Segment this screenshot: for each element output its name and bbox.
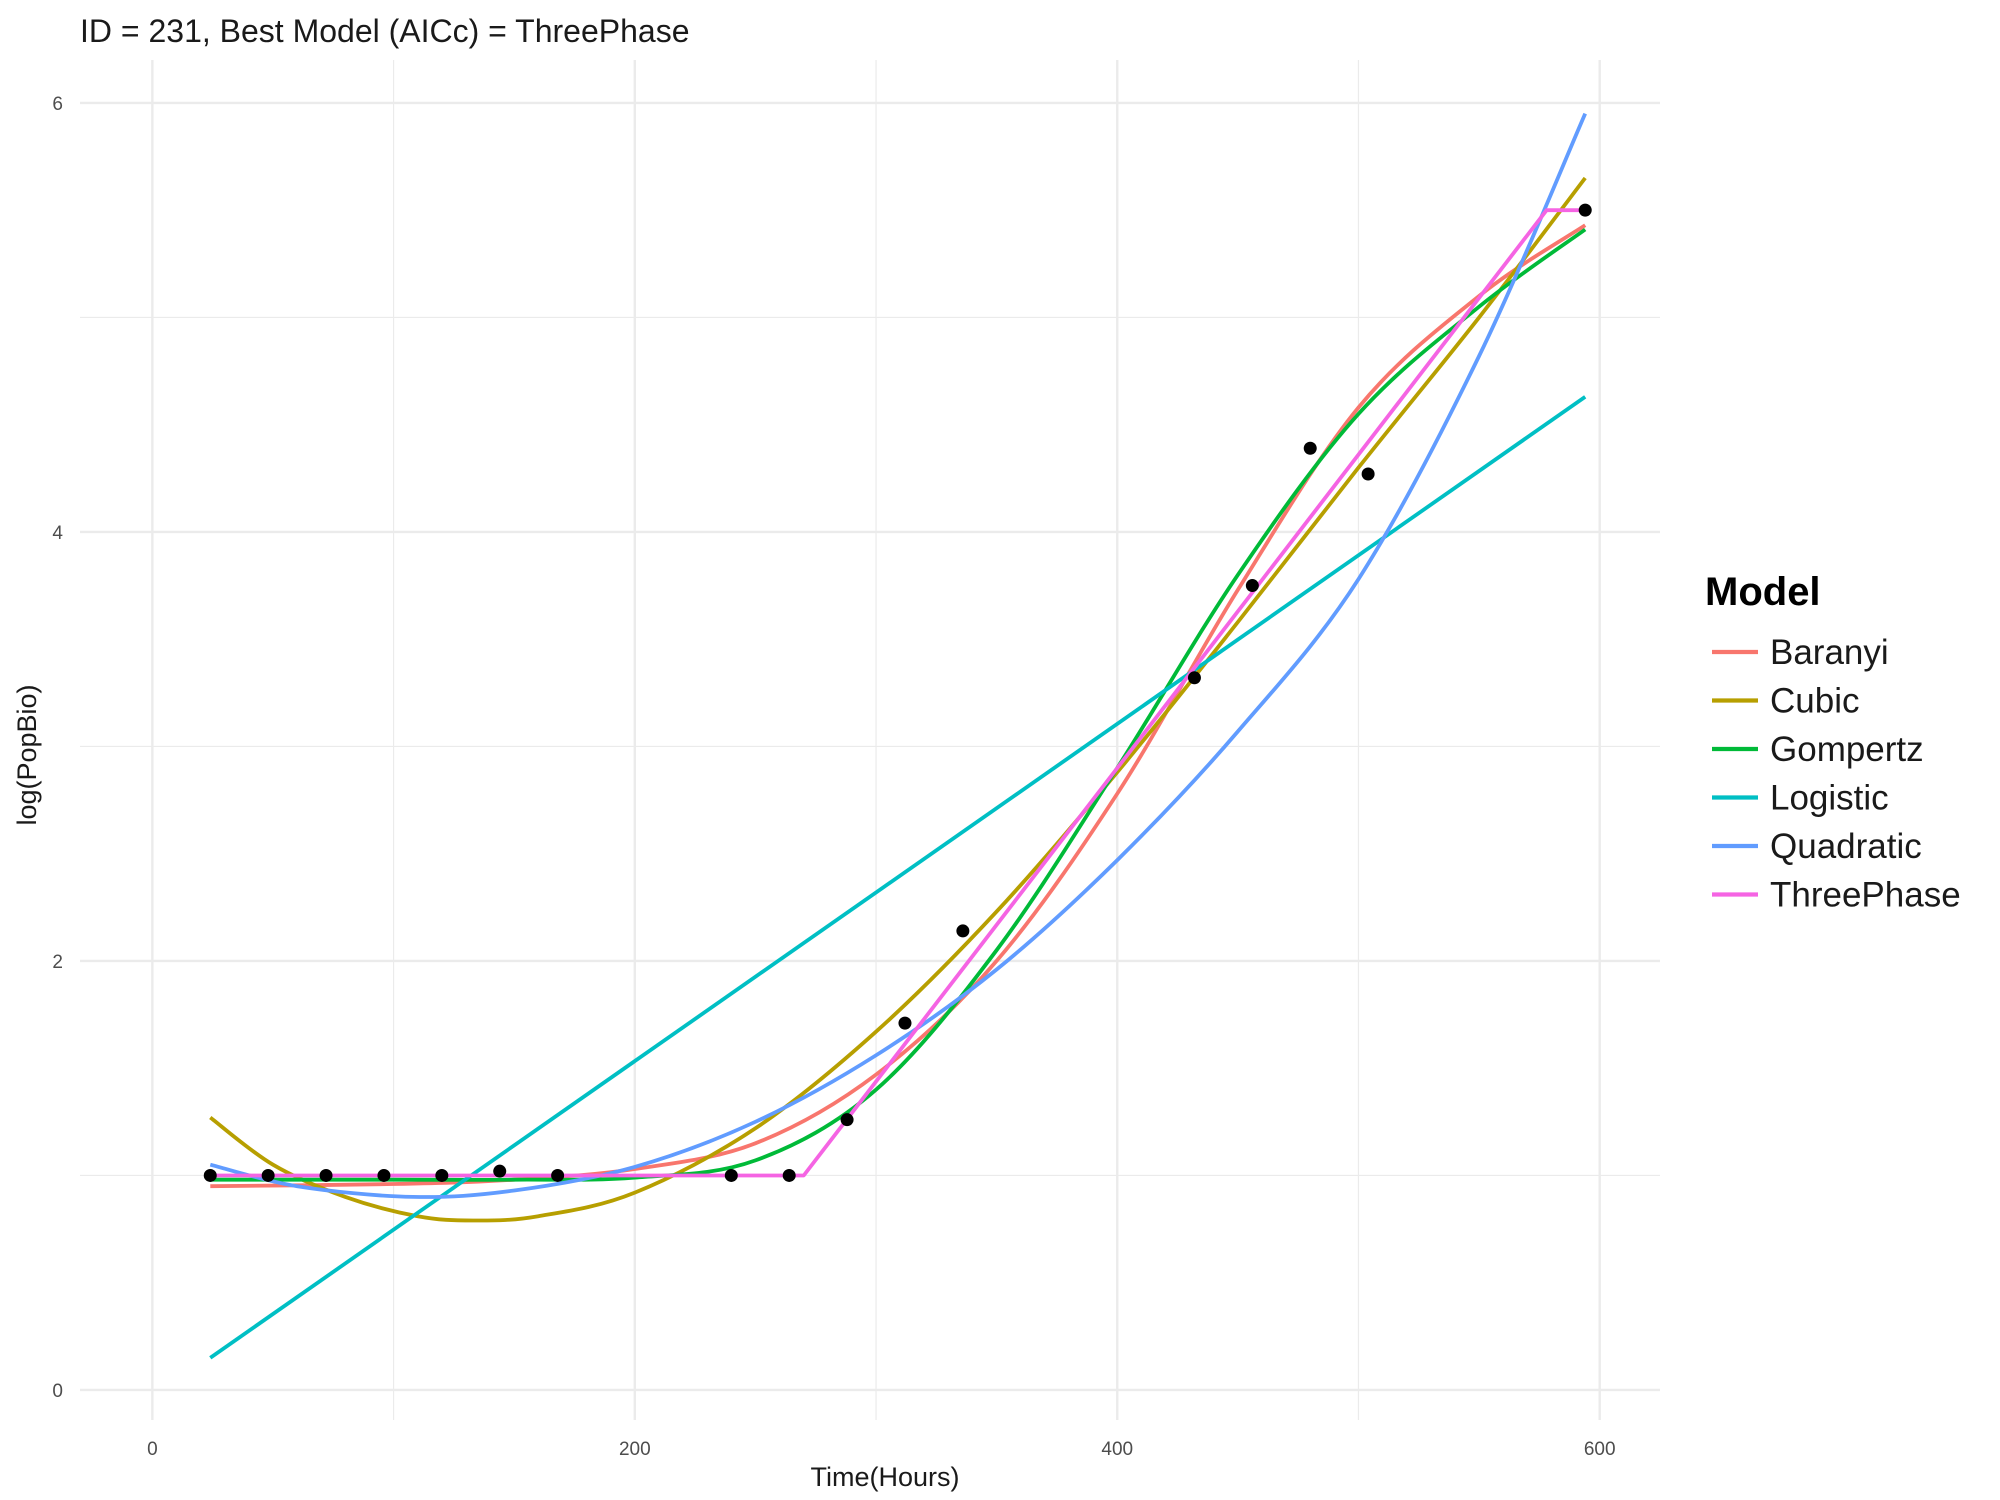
series-lines — [209, 112, 1587, 1360]
data-points — [203, 203, 1592, 1182]
data-point — [898, 1016, 912, 1030]
data-point — [1187, 671, 1201, 685]
x-tick-label: 0 — [147, 1439, 158, 1460]
data-point — [377, 1168, 391, 1182]
legend-label-threephase: ThreePhase — [1770, 876, 1961, 915]
chart-title: ID = 231, Best Model (AICc) = ThreePhase — [80, 13, 689, 49]
x-axis-ticks: 0 200 400 600 — [147, 1439, 1615, 1460]
y-axis-title: log(PopBio) — [12, 684, 42, 825]
series-line-threephase — [210, 208, 1586, 1178]
series-line-quadratic — [209, 112, 1587, 1199]
data-point — [319, 1168, 333, 1182]
data-point — [956, 924, 970, 938]
y-tick-label: 2 — [52, 952, 63, 973]
grid — [80, 60, 1660, 1420]
y-tick-label: 0 — [52, 1381, 63, 1402]
legend-label-baranyi: Baranyi — [1770, 633, 1889, 672]
x-tick-label: 200 — [619, 1439, 651, 1460]
data-point — [493, 1164, 507, 1178]
legend-label-gompertz: Gompertz — [1770, 730, 1924, 769]
data-point — [1303, 441, 1317, 455]
series-line-gompertz — [210, 227, 1587, 1182]
data-point — [261, 1168, 275, 1182]
y-axis-ticks: 0 2 4 6 — [52, 94, 63, 1402]
data-point — [1361, 467, 1375, 481]
legend-items: Baranyi Cubic Gompertz Logistic Quadratic Thr… — [1712, 633, 1961, 915]
x-axis-title: Time(Hours) — [810, 1462, 959, 1492]
legend-label-logistic: Logistic — [1770, 779, 1889, 818]
legend: Model Baranyi Cubic Gompertz Logistic Quadra… — [1705, 570, 1961, 915]
legend-title: Model — [1705, 570, 1821, 614]
data-point — [1245, 579, 1259, 593]
data-point — [551, 1168, 565, 1182]
y-tick-label: 6 — [52, 94, 63, 115]
data-point — [724, 1168, 738, 1182]
data-point — [1578, 203, 1592, 217]
data-point — [435, 1168, 449, 1182]
x-tick-label: 400 — [1101, 1439, 1133, 1460]
legend-label-cubic: Cubic — [1770, 682, 1859, 721]
x-tick-label: 600 — [1584, 1439, 1616, 1460]
series-line-cubic — [209, 176, 1587, 1223]
legend-label-quadratic: Quadratic — [1770, 827, 1922, 866]
plot-area — [80, 60, 1660, 1420]
data-point — [203, 1168, 217, 1182]
data-point — [782, 1168, 796, 1182]
y-tick-label: 4 — [52, 523, 63, 544]
series-line-logistic — [209, 395, 1587, 1360]
data-point — [840, 1113, 854, 1127]
